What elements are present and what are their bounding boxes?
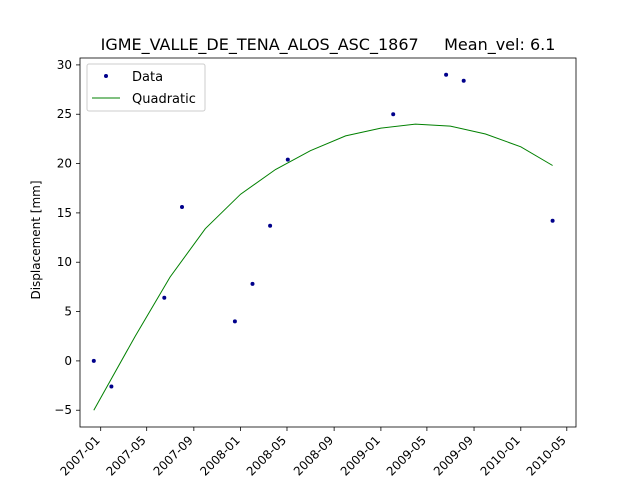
data-point	[232, 319, 237, 324]
data-point	[91, 358, 96, 363]
legend-label-quadratic: Quadratic	[132, 92, 196, 107]
data-point	[268, 223, 273, 228]
data-point	[444, 72, 449, 77]
data-point	[250, 281, 255, 286]
quadratic-fit-line	[93, 123, 553, 411]
legend-box	[86, 63, 206, 112]
data-point	[162, 295, 167, 300]
data-point	[461, 78, 466, 83]
plot-frame	[79, 57, 577, 428]
y-tick-label: −5	[54, 403, 72, 417]
data-point	[391, 112, 396, 117]
data-point	[109, 384, 114, 389]
y-tick-label: 5	[64, 305, 72, 319]
chart-title: IGME_VALLE_DE_TENA_ALOS_ASC_1867 Mean_ve…	[101, 35, 556, 55]
y-tick-label: 15	[57, 206, 72, 220]
y-tick-label: 20	[57, 157, 72, 171]
y-tick-label: 25	[57, 107, 72, 121]
y-tick-label: 10	[57, 255, 72, 269]
data-point	[180, 205, 184, 209]
legend-marker-data	[104, 74, 108, 78]
y-tick-label: 0	[64, 354, 72, 368]
y-axis-label: Displacement [mm]	[29, 180, 43, 299]
data-point	[285, 157, 290, 162]
y-tick-label: 30	[57, 58, 72, 72]
data-point	[550, 218, 555, 223]
legend-label-data: Data	[132, 70, 163, 85]
